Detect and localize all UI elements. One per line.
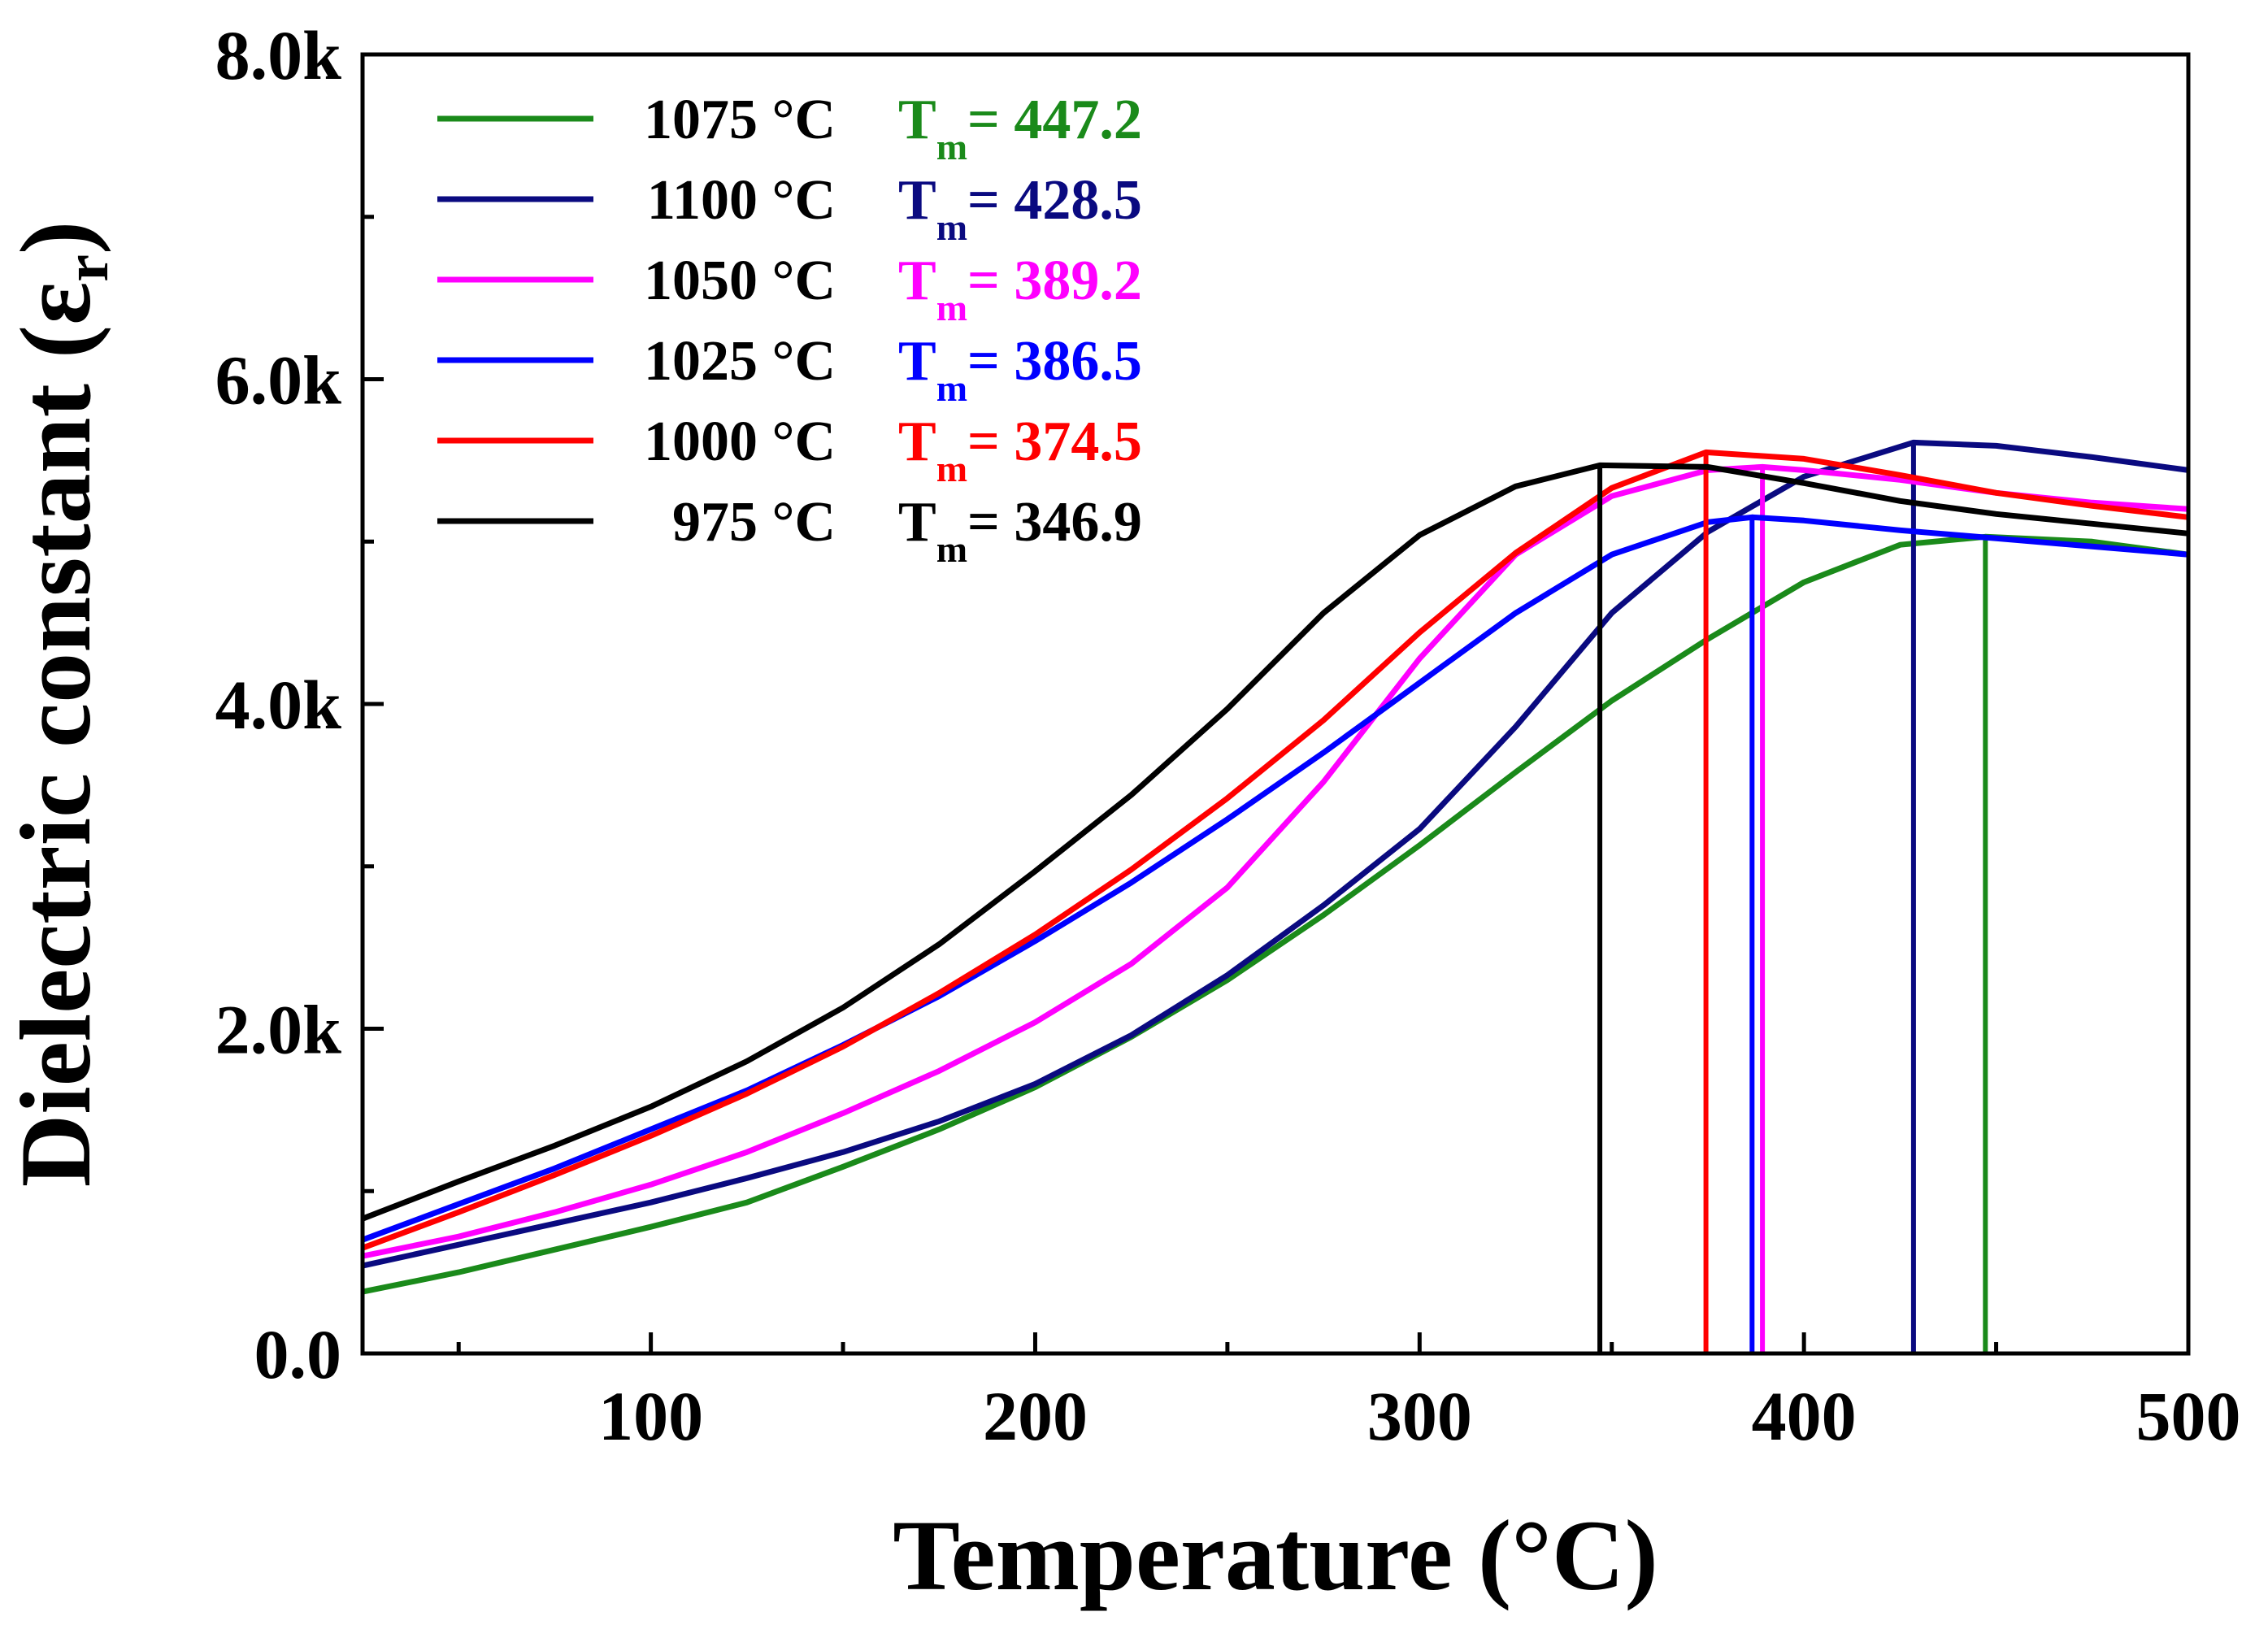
x-tick-label-3: 400 <box>1752 1377 1857 1455</box>
series-line-0 <box>362 533 2189 1295</box>
x-tick-label-0: 100 <box>598 1377 703 1455</box>
legend-tm-value-1: = 428.5 <box>967 169 1142 232</box>
y-tick-label-3: 6.0k <box>215 341 342 419</box>
y-tick-label-2: 4.0k <box>215 666 342 744</box>
legend-tm-5: Tm= 346.9 <box>898 491 1142 570</box>
series-line-4 <box>361 449 2189 1251</box>
legend-tm-value-2: = 389.2 <box>967 250 1142 312</box>
legend-label-2: 1050 °C <box>644 250 836 312</box>
legend-tm-symbol-2: T <box>898 250 936 312</box>
y-axis-title-sub: r <box>53 254 121 282</box>
legend-tm-symbol-1: T <box>898 169 936 232</box>
legend-tm-sub-4: m <box>936 448 967 489</box>
y-axis-title-main: Dielectric constant (ε <box>0 282 111 1187</box>
legend-tm-value-5: = 346.9 <box>967 491 1142 554</box>
x-tick-label-4: 500 <box>2136 1377 2241 1455</box>
series-line-5 <box>361 462 2189 1222</box>
y-axis-title: Dielectric constant (εr) <box>0 221 121 1188</box>
plot-marks <box>361 439 2189 1353</box>
legend-tm-symbol-5: T <box>898 491 936 554</box>
legend-tm-4: Tm= 374.5 <box>898 411 1142 489</box>
legend-tm-3: Tm= 386.5 <box>898 330 1142 409</box>
y-tick-label-0: 0.0 <box>254 1315 342 1393</box>
legend-tm-symbol-0: T <box>898 89 936 151</box>
legend-label-1: 1100 °C <box>647 169 836 232</box>
legend-tm-value-0: = 447.2 <box>967 89 1142 151</box>
series-line-3 <box>361 514 2189 1243</box>
legend-tm-2: Tm= 389.2 <box>898 250 1142 328</box>
legend-tm-0: Tm= 447.2 <box>898 89 1142 167</box>
legend-tm-sub-2: m <box>936 287 967 328</box>
y-tick-label-4: 8.0k <box>215 16 342 94</box>
x-axis-title: Temperature (°C) <box>893 1500 1658 1611</box>
series-line-2 <box>362 463 2189 1259</box>
y-tick-label-1: 2.0k <box>215 991 342 1069</box>
x-tick-label-1: 200 <box>983 1377 1088 1455</box>
legend-tm-symbol-3: T <box>898 330 936 393</box>
legend-tm-sub-1: m <box>936 206 967 248</box>
legend-tm-sub-0: m <box>936 126 967 167</box>
legend-label-0: 1075 °C <box>644 89 836 151</box>
series-line-1 <box>362 439 2189 1269</box>
legend-label-5: 975 °C <box>672 491 836 554</box>
legend-label-3: 1025 °C <box>644 330 836 393</box>
legend-tm-sub-3: m <box>936 367 967 409</box>
axis-ticks: 100 200 300 400 500 0.0 2.0k 4.0k 6.0k 8.0k <box>215 16 2241 1455</box>
legend-tm-sub-5: m <box>936 528 967 570</box>
legend-label-4: 1000 °C <box>644 411 836 473</box>
y-axis-title-close: ) <box>0 221 111 254</box>
legend-tm-value-3: = 386.5 <box>967 330 1142 393</box>
legend-tm-1: Tm= 428.5 <box>898 169 1142 248</box>
x-tick-label-2: 300 <box>1367 1377 1472 1455</box>
legend-tm-value-4: = 374.5 <box>967 411 1142 473</box>
legend-tm-symbol-4: T <box>898 411 936 473</box>
